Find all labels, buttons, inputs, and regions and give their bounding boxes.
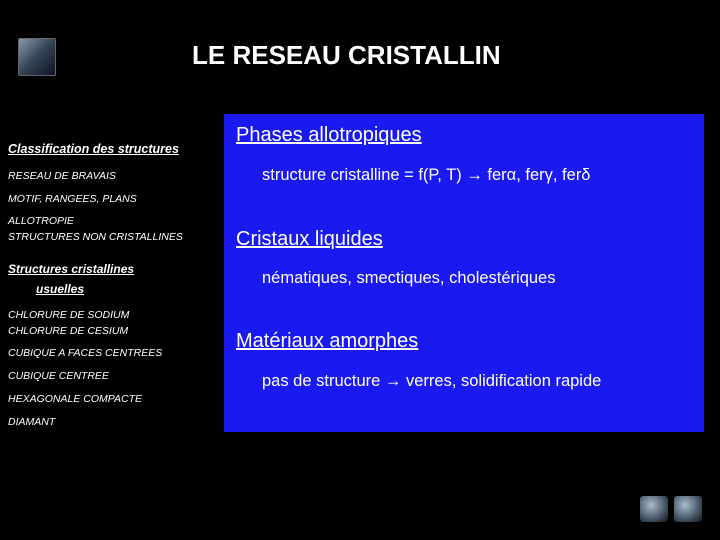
section-heading-phases: Phases allotropiques xyxy=(236,124,422,147)
header-thumbnail-icon xyxy=(18,38,56,76)
nav-item[interactable]: CHLORURE DE SODIUM xyxy=(8,308,220,324)
slide: LE RESEAU CRISTALLIN Classification des … xyxy=(0,0,720,540)
section-heading-cristaux: Cristaux liquides xyxy=(236,228,383,251)
footer-thumbnail-icon xyxy=(640,496,668,522)
nav-heading-structures-line2[interactable]: usuelles xyxy=(36,280,220,298)
nav-item[interactable]: MOTIF, RANGEES, PLANS xyxy=(8,192,220,208)
nav-item[interactable]: CUBIQUE CENTREE xyxy=(8,369,220,385)
nav-item[interactable]: ALLOTROPIE xyxy=(8,214,220,230)
section-body-amorphes: pas de structure → verres, solidificatio… xyxy=(262,372,601,391)
nav-item[interactable]: STRUCTURES NON CRISTALLINES xyxy=(8,230,220,246)
nav-item[interactable]: HEXAGONALE COMPACTE xyxy=(8,392,220,408)
section-body-phases: structure cristalline = f(P, T) → ferα, … xyxy=(262,166,591,185)
slide-title: LE RESEAU CRISTALLIN xyxy=(192,40,501,71)
footer-thumbnail-icon xyxy=(674,496,702,522)
section-body-cristaux: nématiques, smectiques, cholestériques xyxy=(262,269,556,288)
left-nav: Classification des structures RESEAU DE … xyxy=(8,140,220,437)
nav-item[interactable]: DIAMANT xyxy=(8,415,220,431)
section-heading-amorphes: Matériaux amorphes xyxy=(236,330,418,353)
nav-item[interactable]: RESEAU DE BRAVAIS xyxy=(8,169,220,185)
nav-item[interactable]: CUBIQUE A FACES CENTREES xyxy=(8,346,220,362)
nav-heading-structures[interactable]: Structures cristallines xyxy=(8,260,220,278)
content-panel: Phases allotropiques structure cristalli… xyxy=(224,114,704,432)
nav-heading-classification[interactable]: Classification des structures xyxy=(8,140,220,159)
nav-item[interactable]: CHLORURE DE CESIUM xyxy=(8,324,220,340)
